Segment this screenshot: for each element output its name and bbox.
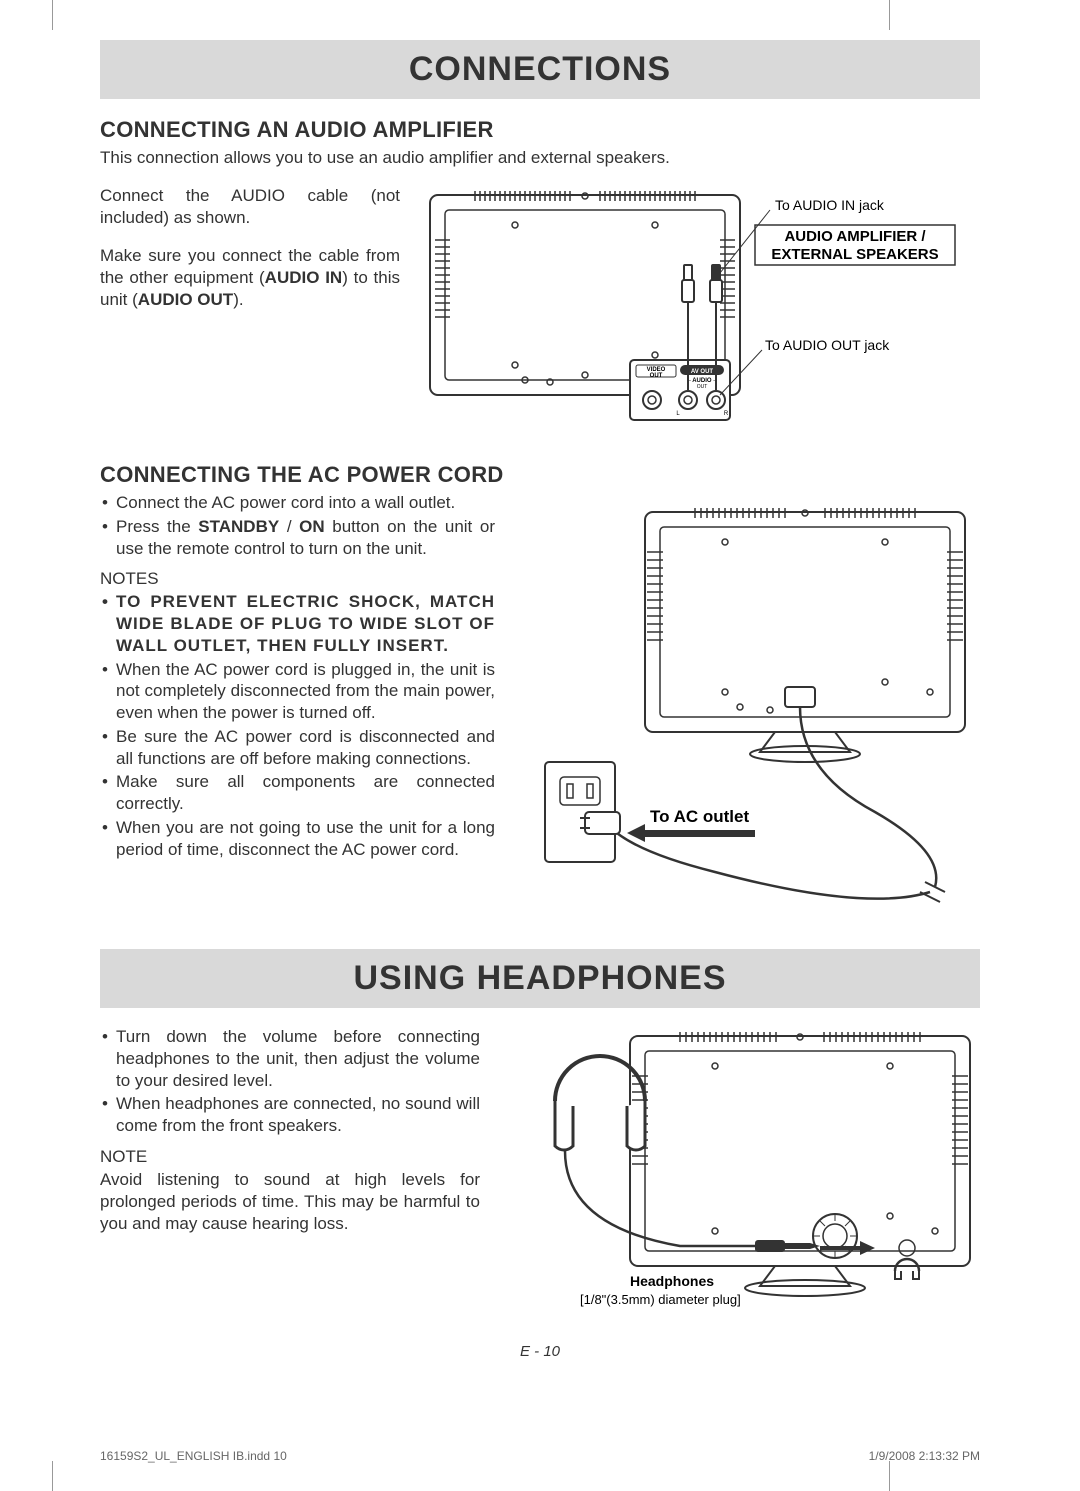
- hp-bullet-1: Turn down the volume before connecting h…: [100, 1026, 480, 1091]
- headphones-title: USING HEADPHONES: [100, 959, 980, 998]
- amplifier-heading: CONNECTING AN AUDIO AMPLIFIER: [100, 117, 980, 143]
- power-bullet-2: Press the STANDBY / ON button on the uni…: [100, 516, 495, 560]
- note-4: Make sure all components are connected c…: [100, 771, 495, 815]
- svg-text:To AC outlet: To AC outlet: [650, 807, 749, 826]
- amplifier-section: CONNECTING AN AUDIO AMPLIFIER This conne…: [100, 117, 980, 440]
- headphones-section: Turn down the volume before connecting h…: [100, 1026, 980, 1321]
- headphones-banner: USING HEADPHONES: [100, 949, 980, 1008]
- hp-note-text: Avoid listening to sound at high levels …: [100, 1169, 480, 1235]
- connections-title: CONNECTIONS: [100, 50, 980, 89]
- svg-text:EXTERNAL SPEAKERS: EXTERNAL SPEAKERS: [771, 246, 938, 263]
- note-2: When the AC power cord is plugged in, th…: [100, 659, 495, 724]
- hp-bullets: Turn down the volume before connecting h…: [100, 1026, 480, 1137]
- note-1: TO PREVENT ELECTRIC SHOCK, MATCH WIDE BL…: [100, 591, 495, 656]
- note-3: Be sure the AC power cord is disconnecte…: [100, 726, 495, 770]
- svg-text:Headphones: Headphones: [630, 1273, 714, 1289]
- connections-banner: CONNECTIONS: [100, 40, 980, 99]
- svg-text:To AUDIO OUT jack: To AUDIO OUT jack: [765, 337, 890, 353]
- amplifier-p1: Connect the AUDIO cable (not included) a…: [100, 185, 400, 229]
- print-footer: 16159S2_UL_ENGLISH IB.indd 10 1/9/2008 2…: [100, 1449, 980, 1463]
- notes-label: NOTES: [100, 569, 495, 589]
- page-number: E - 10: [100, 1343, 980, 1360]
- power-diagram: To AC outlet: [515, 492, 985, 927]
- hp-bullet-2: When headphones are connected, no sound …: [100, 1093, 480, 1137]
- power-bullet-1: Connect the AC power cord into a wall ou…: [100, 492, 495, 514]
- amplifier-intro: This connection allows you to use an aud…: [100, 147, 980, 169]
- note-5: When you are not going to use the unit f…: [100, 817, 495, 861]
- svg-text:OUT: OUT: [697, 384, 708, 390]
- svg-text:AV OUT: AV OUT: [691, 369, 714, 375]
- power-notes: TO PREVENT ELECTRIC SHOCK, MATCH WIDE BL…: [100, 591, 495, 860]
- svg-text:To AUDIO IN jack: To AUDIO IN jack: [775, 197, 885, 213]
- hp-note-label: NOTE: [100, 1147, 480, 1167]
- svg-text:R: R: [724, 411, 729, 417]
- headphones-diagram: Headphones [1/8"(3.5mm) diameter plug]: [500, 1026, 990, 1321]
- footer-left: 16159S2_UL_ENGLISH IB.indd 10: [100, 1449, 287, 1463]
- svg-text:AUDIO AMPLIFIER /: AUDIO AMPLIFIER /: [784, 228, 926, 245]
- power-bullets: Connect the AC power cord into a wall ou…: [100, 492, 495, 559]
- power-section: CONNECTING THE AC POWER CORD Connect the…: [100, 462, 980, 927]
- svg-text:[1/8"(3.5mm) diameter plug]: [1/8"(3.5mm) diameter plug]: [580, 1292, 741, 1307]
- amplifier-p2: Make sure you connect the cable from the…: [100, 245, 400, 311]
- footer-right: 1/9/2008 2:13:32 PM: [869, 1449, 980, 1463]
- amplifier-diagram: VIDEO OUT AV OUT ┌ AUDIO ┐ OUT L R: [420, 185, 980, 440]
- svg-text:OUT: OUT: [650, 373, 663, 379]
- power-heading: CONNECTING THE AC POWER CORD: [100, 462, 980, 488]
